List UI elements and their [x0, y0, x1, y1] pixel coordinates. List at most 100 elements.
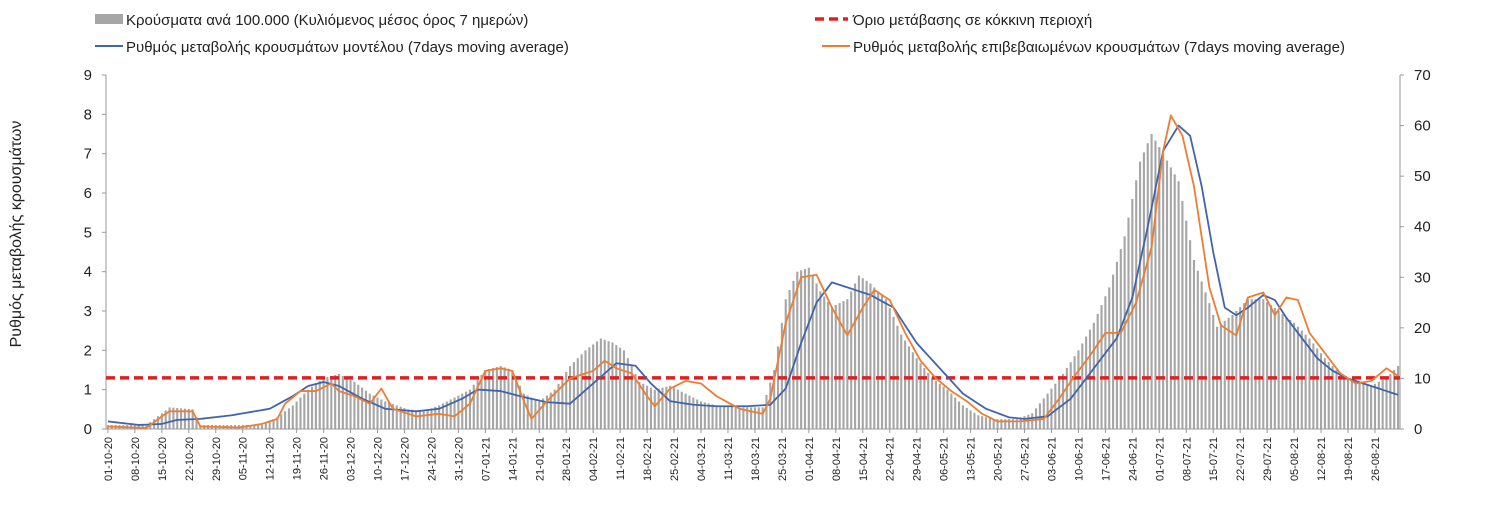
- bar: [1212, 314, 1215, 429]
- x-tick-label: 24-06-21: [1127, 437, 1139, 481]
- bar: [380, 399, 383, 429]
- bar: [1092, 322, 1095, 429]
- bar: [1381, 379, 1384, 429]
- bar: [1038, 403, 1041, 429]
- bar: [622, 350, 626, 429]
- bar: [738, 407, 741, 429]
- x-tick-label: 22-07-21: [1235, 437, 1247, 481]
- y-left-tick-label: 1: [84, 382, 92, 399]
- bar: [1269, 305, 1273, 429]
- bar: [969, 410, 972, 429]
- x-tick-label: 04-02-21: [588, 437, 600, 481]
- bar: [977, 415, 980, 429]
- x-tick-label: 27-05-21: [1020, 437, 1032, 481]
- bar: [696, 399, 699, 429]
- x-tick-label: 20-05-21: [993, 437, 1005, 481]
- bar: [465, 391, 468, 429]
- y-right-tick-label: 20: [1414, 320, 1431, 337]
- bar: [827, 301, 830, 429]
- bar: [260, 425, 264, 429]
- bar: [303, 393, 306, 429]
- bar: [1185, 220, 1188, 429]
- bar: [1146, 143, 1149, 429]
- legend-label-confirmed: Ρυθμός μεταβολής επιβεβαιωμένων κρουσμάτ…: [853, 39, 1345, 56]
- bar: [784, 299, 787, 429]
- x-tick-label: 26-11-20: [319, 437, 331, 480]
- x-tick-label: 15-04-21: [858, 437, 870, 481]
- x-tick-label: 28-01-21: [561, 437, 573, 481]
- bar: [1158, 147, 1161, 430]
- bar: [1362, 383, 1365, 429]
- bar: [476, 379, 479, 429]
- bar: [1235, 311, 1238, 429]
- bar: [364, 390, 368, 429]
- bar: [1011, 419, 1015, 429]
- bar: [761, 407, 764, 429]
- x-tick-label: 25-02-21: [669, 437, 681, 481]
- bar: [1196, 270, 1199, 429]
- bar: [542, 398, 545, 429]
- x-tick-label: 01-10-20: [103, 437, 115, 481]
- bar: [1169, 167, 1172, 429]
- bar: [1258, 299, 1261, 429]
- bar: [314, 383, 317, 429]
- bar: [1181, 200, 1184, 429]
- bar: [268, 421, 271, 429]
- bar: [272, 419, 275, 429]
- bar: [1100, 305, 1103, 429]
- x-tick-label: 19-11-20: [292, 437, 304, 480]
- bar: [1281, 313, 1284, 429]
- bar: [923, 368, 926, 429]
- bar: [468, 389, 471, 429]
- bar: [1323, 358, 1326, 429]
- bar: [349, 379, 352, 429]
- x-tick-label: 01-07-21: [1154, 437, 1166, 481]
- bar: [434, 406, 437, 430]
- bar: [1023, 416, 1026, 429]
- bar: [1127, 217, 1130, 429]
- bar: [769, 382, 772, 429]
- bar: [1027, 414, 1030, 429]
- bar: [307, 389, 310, 429]
- bar: [649, 387, 652, 429]
- bar: [515, 377, 518, 429]
- bar: [1085, 336, 1088, 429]
- bar: [557, 383, 560, 429]
- bar: [588, 347, 591, 429]
- bar: [503, 367, 506, 429]
- bar: [461, 393, 464, 429]
- bar: [1065, 368, 1068, 429]
- bar: [981, 416, 984, 429]
- bar: [1300, 330, 1303, 429]
- bar: [1231, 314, 1234, 429]
- bar: [665, 386, 668, 429]
- bar: [904, 340, 907, 429]
- bar: [1189, 240, 1192, 429]
- bar: [318, 380, 321, 429]
- bar: [180, 408, 183, 429]
- x-tick-label: 11-03-21: [723, 437, 735, 480]
- bar: [160, 413, 163, 429]
- x-tick-label: 21-01-21: [534, 437, 546, 481]
- bar: [1131, 198, 1134, 429]
- bar: [819, 291, 822, 429]
- bar: [684, 393, 687, 429]
- bar: [661, 387, 664, 429]
- bar: [1354, 381, 1357, 429]
- bar: [1061, 373, 1065, 429]
- bar: [1373, 383, 1377, 429]
- bar: [1293, 322, 1296, 429]
- bar: [1246, 299, 1249, 429]
- bar: [353, 381, 356, 429]
- bar: [361, 387, 364, 429]
- bar: [511, 370, 514, 429]
- bar: [599, 338, 602, 429]
- bar: [1042, 398, 1045, 429]
- bar: [1123, 236, 1126, 429]
- bar: [1058, 378, 1061, 429]
- bar: [376, 397, 379, 429]
- bar: [1389, 373, 1392, 429]
- bar: [1162, 153, 1165, 430]
- bar: [676, 389, 679, 429]
- y-right-tick-label: 40: [1414, 219, 1431, 236]
